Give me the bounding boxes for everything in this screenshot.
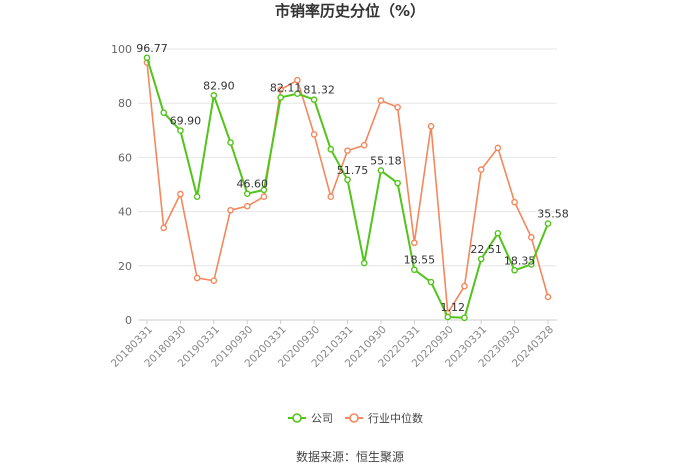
data-point [527, 234, 535, 241]
data-point [494, 229, 502, 237]
legend-label: 行业中位数 [368, 411, 423, 425]
data-point [294, 90, 301, 98]
data-point [411, 266, 418, 274]
y-tick-label: 20 [118, 260, 132, 273]
data-point [193, 274, 201, 282]
data-point [327, 145, 335, 153]
data-point [277, 94, 284, 101]
legend-label: 公司 [311, 412, 333, 425]
data-label: 51.75 [337, 164, 369, 177]
y-tick-label: 80 [118, 97, 132, 110]
data-label: 46.60 [237, 178, 269, 191]
data-point [461, 314, 468, 322]
data-label: 96.77 [136, 42, 168, 55]
legend-marker [349, 413, 359, 423]
data-point [294, 76, 301, 84]
data-point [461, 282, 468, 290]
data-point [494, 144, 502, 152]
series-line [146, 57, 549, 319]
legend-marker [292, 413, 302, 423]
data-point [544, 293, 552, 301]
y-tick-label: 100 [111, 43, 132, 56]
data-label: 69.90 [170, 115, 202, 128]
data-point [511, 198, 518, 206]
data-point [160, 109, 168, 116]
data-point [477, 166, 485, 173]
data-label: 35.58 [537, 208, 569, 221]
y-tick-label: 0 [125, 314, 132, 327]
data-point [544, 220, 552, 227]
data-point [143, 54, 151, 62]
data-point [177, 127, 184, 134]
data-label: 81.32 [303, 84, 335, 97]
chart-title: 市销率历史分位（%） [275, 2, 425, 20]
source-text: 数据来源：恒生聚源 [296, 449, 404, 464]
data-label: 82.11 [270, 81, 302, 94]
data-point [210, 277, 218, 285]
series-company [143, 54, 552, 322]
data-point [243, 202, 251, 210]
data-label: 18.35 [504, 254, 536, 267]
y-axis: 0 20 40 60 80 100 [111, 43, 132, 327]
data-point [177, 190, 184, 198]
data-point [444, 313, 452, 321]
data-point [511, 266, 518, 274]
data-point [377, 97, 385, 104]
data-point [360, 141, 368, 149]
data-point [277, 86, 284, 93]
series-layer [143, 54, 552, 322]
data-point [260, 186, 268, 194]
data-labels: 96.77 69.90 82.90 46.60 82.11 81.32 51.7555.18… [136, 42, 569, 314]
data-point [327, 193, 335, 200]
data-point [477, 255, 485, 263]
data-point [377, 167, 385, 174]
data-point [344, 176, 351, 184]
data-label: 1.12 [441, 301, 466, 314]
data-point [360, 259, 368, 267]
data-point [260, 193, 268, 200]
legend: 公司 行业中位数 [288, 411, 423, 425]
data-point [160, 224, 168, 232]
legend-item[interactable]: 公司 [288, 412, 333, 425]
data-label: 18.55 [404, 254, 436, 267]
data-label: 82.90 [203, 79, 235, 92]
legend-item[interactable]: 行业中位数 [345, 411, 423, 425]
data-point [310, 131, 318, 138]
x-axis: 2018033120180930201903312019093020200331… [109, 319, 557, 370]
data-point [243, 190, 251, 198]
y-tick-label: 60 [118, 151, 132, 164]
series-line [146, 62, 549, 315]
data-point [310, 96, 318, 103]
data-point [227, 139, 234, 146]
data-label: 55.18 [370, 154, 402, 167]
data-point [394, 179, 401, 187]
data-point [394, 103, 401, 111]
data-point [227, 206, 234, 214]
data-point [427, 122, 435, 130]
data-point [427, 278, 435, 286]
data-point [411, 239, 418, 247]
data-point [193, 193, 201, 200]
data-label: 22.51 [470, 243, 502, 256]
y-tick-label: 40 [118, 206, 132, 219]
data-point [344, 147, 351, 154]
data-point [527, 261, 535, 268]
series-industry-median [143, 59, 552, 317]
data-point [210, 92, 218, 99]
